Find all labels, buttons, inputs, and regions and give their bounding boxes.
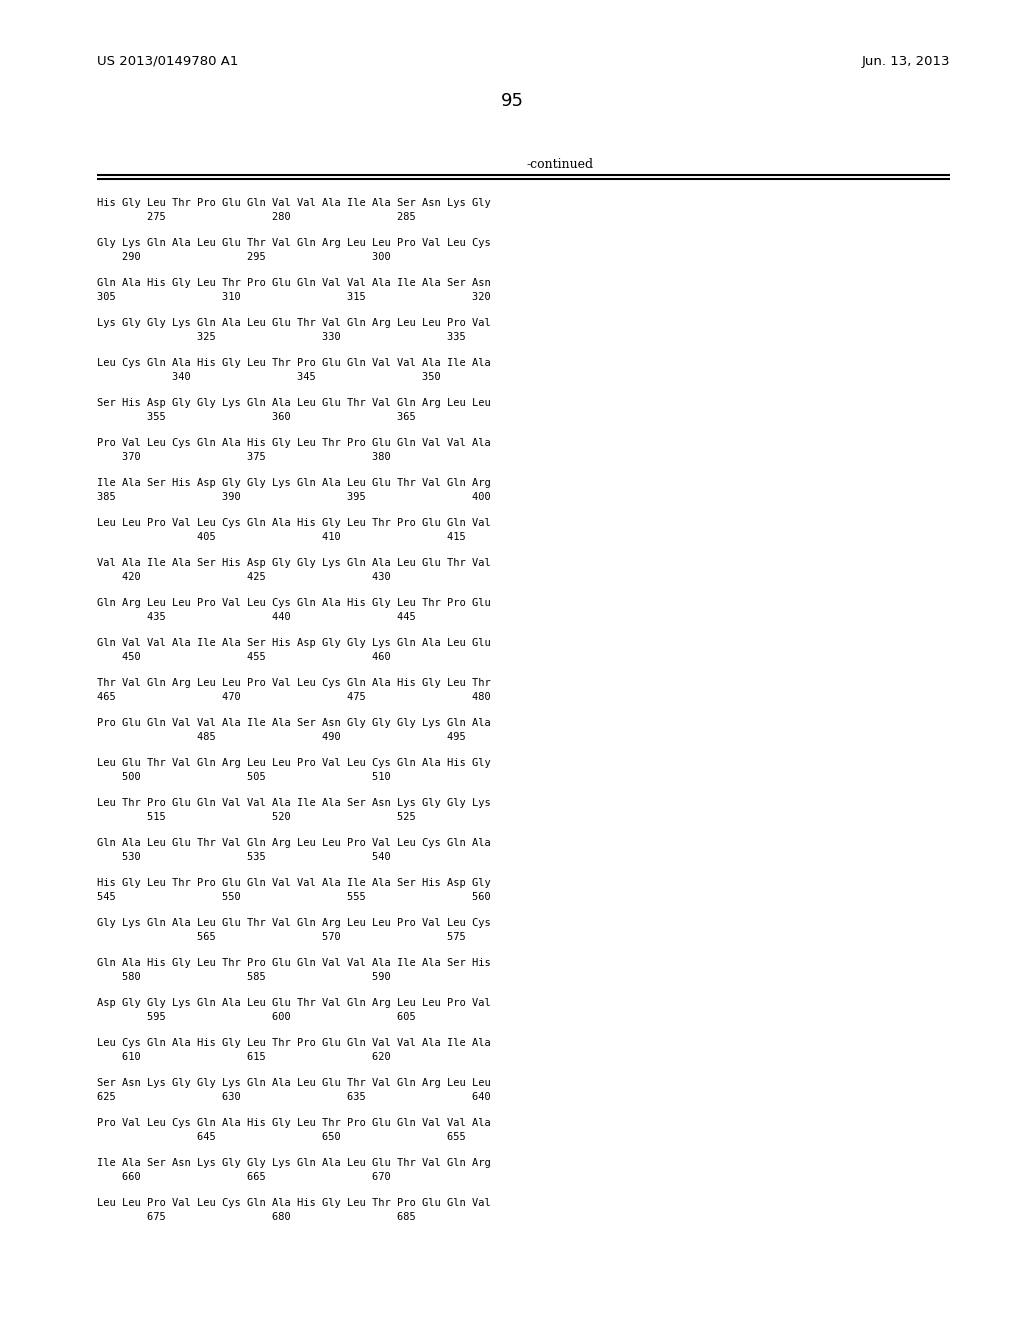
Text: Leu Thr Pro Glu Gln Val Val Ala Ile Ala Ser Asn Lys Gly Gly Lys: Leu Thr Pro Glu Gln Val Val Ala Ile Ala … [97,799,490,808]
Text: Gln Ala His Gly Leu Thr Pro Glu Gln Val Val Ala Ile Ala Ser Asn: Gln Ala His Gly Leu Thr Pro Glu Gln Val … [97,279,490,288]
Text: Gln Ala His Gly Leu Thr Pro Glu Gln Val Val Ala Ile Ala Ser His: Gln Ala His Gly Leu Thr Pro Glu Gln Val … [97,958,490,968]
Text: 420                 425                 430: 420 425 430 [97,572,391,582]
Text: 645                 650                 655: 645 650 655 [97,1133,466,1142]
Text: 595                 600                 605: 595 600 605 [97,1012,416,1022]
Text: Leu Leu Pro Val Leu Cys Gln Ala His Gly Leu Thr Pro Glu Gln Val: Leu Leu Pro Val Leu Cys Gln Ala His Gly … [97,1199,490,1208]
Text: 385                 390                 395                 400: 385 390 395 400 [97,492,490,502]
Text: Lys Gly Gly Lys Gln Ala Leu Glu Thr Val Gln Arg Leu Leu Pro Val: Lys Gly Gly Lys Gln Ala Leu Glu Thr Val … [97,318,490,327]
Text: -continued: -continued [526,158,594,172]
Text: 435                 440                 445: 435 440 445 [97,612,416,622]
Text: Pro Val Leu Cys Gln Ala His Gly Leu Thr Pro Glu Gln Val Val Ala: Pro Val Leu Cys Gln Ala His Gly Leu Thr … [97,438,490,447]
Text: 325                 330                 335: 325 330 335 [97,333,466,342]
Text: 290                 295                 300: 290 295 300 [97,252,391,261]
Text: Ser His Asp Gly Gly Lys Gln Ala Leu Glu Thr Val Gln Arg Leu Leu: Ser His Asp Gly Gly Lys Gln Ala Leu Glu … [97,399,490,408]
Text: 405                 410                 415: 405 410 415 [97,532,466,543]
Text: Val Ala Ile Ala Ser His Asp Gly Gly Lys Gln Ala Leu Glu Thr Val: Val Ala Ile Ala Ser His Asp Gly Gly Lys … [97,558,490,568]
Text: 370                 375                 380: 370 375 380 [97,451,391,462]
Text: Ile Ala Ser Asn Lys Gly Gly Lys Gln Ala Leu Glu Thr Val Gln Arg: Ile Ala Ser Asn Lys Gly Gly Lys Gln Ala … [97,1158,490,1168]
Text: 675                 680                 685: 675 680 685 [97,1212,416,1222]
Text: 500                 505                 510: 500 505 510 [97,772,391,781]
Text: 305                 310                 315                 320: 305 310 315 320 [97,292,490,302]
Text: 340                 345                 350: 340 345 350 [97,372,440,381]
Text: Jun. 13, 2013: Jun. 13, 2013 [861,55,950,69]
Text: 545                 550                 555                 560: 545 550 555 560 [97,892,490,902]
Text: US 2013/0149780 A1: US 2013/0149780 A1 [97,55,239,69]
Text: Gln Ala Leu Glu Thr Val Gln Arg Leu Leu Pro Val Leu Cys Gln Ala: Gln Ala Leu Glu Thr Val Gln Arg Leu Leu … [97,838,490,847]
Text: Leu Leu Pro Val Leu Cys Gln Ala His Gly Leu Thr Pro Glu Gln Val: Leu Leu Pro Val Leu Cys Gln Ala His Gly … [97,517,490,528]
Text: Thr Val Gln Arg Leu Leu Pro Val Leu Cys Gln Ala His Gly Leu Thr: Thr Val Gln Arg Leu Leu Pro Val Leu Cys … [97,678,490,688]
Text: 580                 585                 590: 580 585 590 [97,972,391,982]
Text: Ser Asn Lys Gly Gly Lys Gln Ala Leu Glu Thr Val Gln Arg Leu Leu: Ser Asn Lys Gly Gly Lys Gln Ala Leu Glu … [97,1078,490,1088]
Text: 565                 570                 575: 565 570 575 [97,932,466,942]
Text: Ile Ala Ser His Asp Gly Gly Lys Gln Ala Leu Glu Thr Val Gln Arg: Ile Ala Ser His Asp Gly Gly Lys Gln Ala … [97,478,490,488]
Text: 95: 95 [501,92,523,110]
Text: Leu Cys Gln Ala His Gly Leu Thr Pro Glu Gln Val Val Ala Ile Ala: Leu Cys Gln Ala His Gly Leu Thr Pro Glu … [97,1038,490,1048]
Text: Gln Arg Leu Leu Pro Val Leu Cys Gln Ala His Gly Leu Thr Pro Glu: Gln Arg Leu Leu Pro Val Leu Cys Gln Ala … [97,598,490,609]
Text: Leu Glu Thr Val Gln Arg Leu Leu Pro Val Leu Cys Gln Ala His Gly: Leu Glu Thr Val Gln Arg Leu Leu Pro Val … [97,758,490,768]
Text: Leu Cys Gln Ala His Gly Leu Thr Pro Glu Gln Val Val Ala Ile Ala: Leu Cys Gln Ala His Gly Leu Thr Pro Glu … [97,358,490,368]
Text: Asp Gly Gly Lys Gln Ala Leu Glu Thr Val Gln Arg Leu Leu Pro Val: Asp Gly Gly Lys Gln Ala Leu Glu Thr Val … [97,998,490,1008]
Text: Pro Val Leu Cys Gln Ala His Gly Leu Thr Pro Glu Gln Val Val Ala: Pro Val Leu Cys Gln Ala His Gly Leu Thr … [97,1118,490,1129]
Text: Gly Lys Gln Ala Leu Glu Thr Val Gln Arg Leu Leu Pro Val Leu Cys: Gly Lys Gln Ala Leu Glu Thr Val Gln Arg … [97,917,490,928]
Text: 450                 455                 460: 450 455 460 [97,652,391,663]
Text: His Gly Leu Thr Pro Glu Gln Val Val Ala Ile Ala Ser His Asp Gly: His Gly Leu Thr Pro Glu Gln Val Val Ala … [97,878,490,888]
Text: Pro Glu Gln Val Val Ala Ile Ala Ser Asn Gly Gly Gly Lys Gln Ala: Pro Glu Gln Val Val Ala Ile Ala Ser Asn … [97,718,490,729]
Text: 275                 280                 285: 275 280 285 [97,213,416,222]
Text: His Gly Leu Thr Pro Glu Gln Val Val Ala Ile Ala Ser Asn Lys Gly: His Gly Leu Thr Pro Glu Gln Val Val Ala … [97,198,490,209]
Text: 485                 490                 495: 485 490 495 [97,733,466,742]
Text: 465                 470                 475                 480: 465 470 475 480 [97,692,490,702]
Text: 355                 360                 365: 355 360 365 [97,412,416,422]
Text: 530                 535                 540: 530 535 540 [97,851,391,862]
Text: 610                 615                 620: 610 615 620 [97,1052,391,1063]
Text: 625                 630                 635                 640: 625 630 635 640 [97,1092,490,1102]
Text: Gly Lys Gln Ala Leu Glu Thr Val Gln Arg Leu Leu Pro Val Leu Cys: Gly Lys Gln Ala Leu Glu Thr Val Gln Arg … [97,238,490,248]
Text: 660                 665                 670: 660 665 670 [97,1172,391,1181]
Text: 515                 520                 525: 515 520 525 [97,812,416,822]
Text: Gln Val Val Ala Ile Ala Ser His Asp Gly Gly Lys Gln Ala Leu Glu: Gln Val Val Ala Ile Ala Ser His Asp Gly … [97,638,490,648]
